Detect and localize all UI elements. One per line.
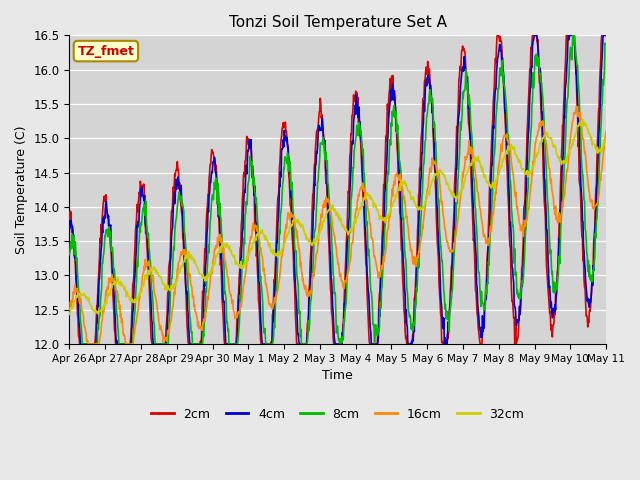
Text: TZ_fmet: TZ_fmet — [77, 45, 134, 58]
X-axis label: Time: Time — [323, 370, 353, 383]
Legend: 2cm, 4cm, 8cm, 16cm, 32cm: 2cm, 4cm, 8cm, 16cm, 32cm — [146, 403, 529, 426]
Y-axis label: Soil Temperature (C): Soil Temperature (C) — [15, 125, 28, 254]
Title: Tonzi Soil Temperature Set A: Tonzi Soil Temperature Set A — [228, 15, 447, 30]
